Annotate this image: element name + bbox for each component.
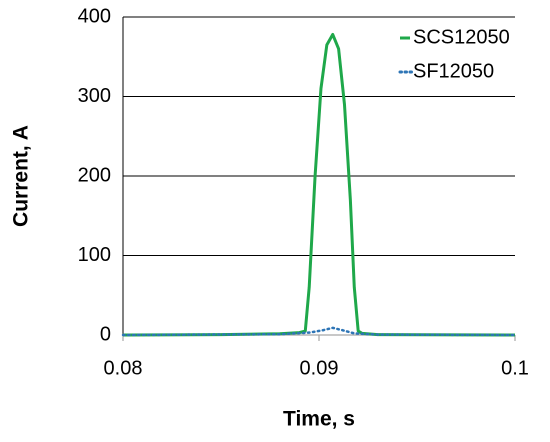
y-tick-label: 0 bbox=[100, 323, 111, 345]
x-tick-label: 0.1 bbox=[501, 357, 529, 379]
series-line bbox=[121, 326, 517, 337]
legend-label: SF12050 bbox=[413, 60, 494, 82]
legend-label: SCS12050 bbox=[413, 26, 510, 48]
y-tick-label: 400 bbox=[78, 5, 111, 27]
x-axis-title: Time, s bbox=[283, 408, 355, 431]
series-line bbox=[122, 32, 516, 337]
x-tick-label: 0.08 bbox=[104, 357, 143, 379]
y-tick-label: 100 bbox=[78, 244, 111, 266]
x-tick-label: 0.09 bbox=[300, 357, 339, 379]
y-tick-label: 200 bbox=[78, 164, 111, 186]
y-axis-title: Current, A bbox=[10, 125, 33, 227]
y-tick-label: 300 bbox=[78, 85, 111, 107]
